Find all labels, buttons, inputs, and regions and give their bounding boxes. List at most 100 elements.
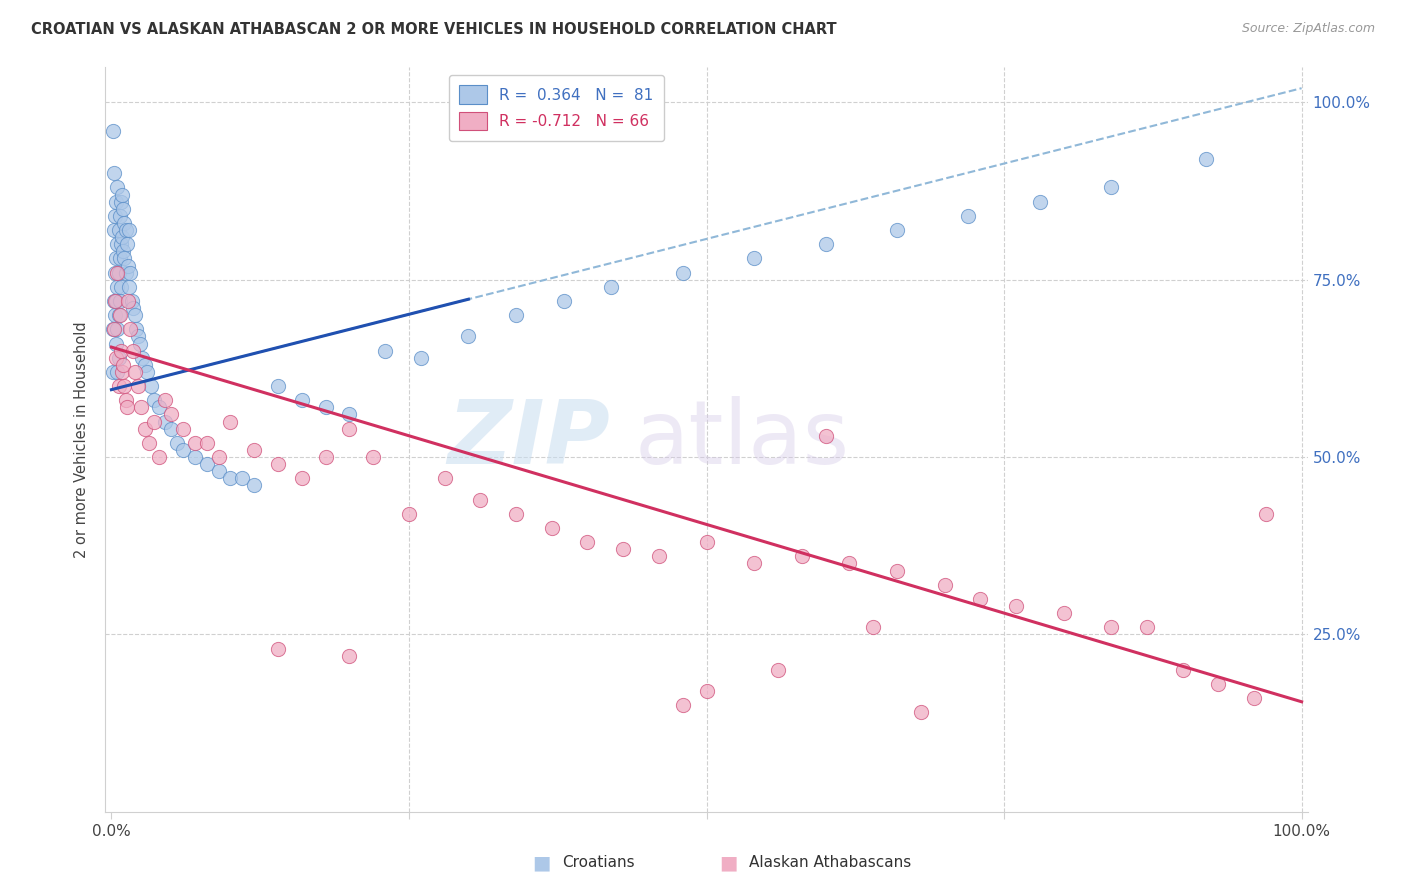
Point: [243, 442, 266, 457]
Point: [124, 308, 146, 322]
Point: [125, 322, 148, 336]
Point: [111, 187, 134, 202]
Point: [409, 351, 432, 365]
Point: [134, 422, 156, 436]
Point: [114, 223, 136, 237]
Point: [127, 379, 149, 393]
Point: [110, 237, 132, 252]
Point: [183, 435, 205, 450]
Point: [136, 365, 159, 379]
Point: [112, 202, 135, 216]
Point: [207, 450, 229, 464]
Point: [470, 492, 492, 507]
Point: [105, 266, 128, 280]
Point: [107, 351, 129, 365]
Point: [1208, 677, 1230, 691]
Point: [111, 230, 134, 244]
Point: [148, 450, 170, 464]
Point: [114, 266, 136, 280]
Point: [315, 401, 337, 415]
Point: [103, 322, 125, 336]
Point: [110, 343, 132, 358]
Point: [969, 591, 991, 606]
Point: [104, 209, 127, 223]
Point: [117, 293, 139, 308]
Point: [153, 393, 176, 408]
Point: [129, 336, 152, 351]
Point: [576, 535, 599, 549]
Point: [1254, 507, 1277, 521]
Point: [120, 266, 142, 280]
Legend: R =  0.364   N =  81, R = -0.712   N = 66: R = 0.364 N = 81, R = -0.712 N = 66: [449, 75, 664, 141]
Point: [105, 293, 128, 308]
Point: [219, 471, 242, 485]
Point: [231, 471, 253, 485]
Text: CROATIAN VS ALASKAN ATHABASCAN 2 OR MORE VEHICLES IN HOUSEHOLD CORRELATION CHART: CROATIAN VS ALASKAN ATHABASCAN 2 OR MORE…: [31, 22, 837, 37]
Point: [612, 542, 634, 557]
Point: [1029, 194, 1052, 209]
Point: [1052, 606, 1074, 620]
Point: [118, 280, 141, 294]
Point: [103, 223, 125, 237]
Point: [195, 435, 218, 450]
Point: [105, 180, 128, 194]
Point: [115, 401, 138, 415]
Point: [139, 379, 162, 393]
Point: [291, 471, 314, 485]
Y-axis label: 2 or more Vehicles in Household: 2 or more Vehicles in Household: [75, 321, 90, 558]
Point: [138, 435, 160, 450]
Point: [243, 478, 266, 492]
Point: [766, 663, 789, 677]
Point: [166, 435, 188, 450]
Point: [183, 450, 205, 464]
Point: [105, 322, 128, 336]
Point: [104, 266, 127, 280]
Point: [129, 401, 152, 415]
Point: [121, 301, 143, 315]
Point: [108, 209, 131, 223]
Point: [267, 379, 290, 393]
Point: [886, 223, 908, 237]
Point: [115, 237, 138, 252]
Point: [101, 124, 124, 138]
Point: [267, 641, 290, 656]
Text: ■: ■: [718, 853, 738, 872]
Point: [339, 422, 361, 436]
Point: [1099, 620, 1122, 634]
Point: [143, 393, 166, 408]
Point: [814, 429, 837, 443]
Point: [112, 358, 135, 372]
Point: [160, 422, 183, 436]
Point: [105, 365, 128, 379]
Point: [105, 252, 128, 266]
Point: [103, 293, 125, 308]
Text: atlas: atlas: [634, 396, 849, 483]
Point: [134, 358, 156, 372]
Point: [121, 343, 143, 358]
Point: [124, 365, 146, 379]
Point: [957, 209, 980, 223]
Point: [339, 648, 361, 663]
Point: [112, 244, 135, 259]
Point: [114, 216, 136, 230]
Point: [104, 308, 127, 322]
Point: [339, 408, 361, 422]
Point: [107, 308, 129, 322]
Point: [148, 401, 170, 415]
Point: [696, 684, 718, 698]
Point: [291, 393, 314, 408]
Point: [790, 549, 813, 564]
Point: [540, 521, 562, 535]
Point: [105, 351, 128, 365]
Point: [457, 329, 479, 343]
Point: [160, 408, 183, 422]
Point: [110, 280, 132, 294]
Point: [107, 223, 129, 237]
Point: [1195, 152, 1218, 166]
Point: [108, 308, 131, 322]
Point: [862, 620, 884, 634]
Point: [838, 557, 860, 571]
Point: [101, 322, 124, 336]
Point: [105, 194, 128, 209]
Point: [505, 507, 527, 521]
